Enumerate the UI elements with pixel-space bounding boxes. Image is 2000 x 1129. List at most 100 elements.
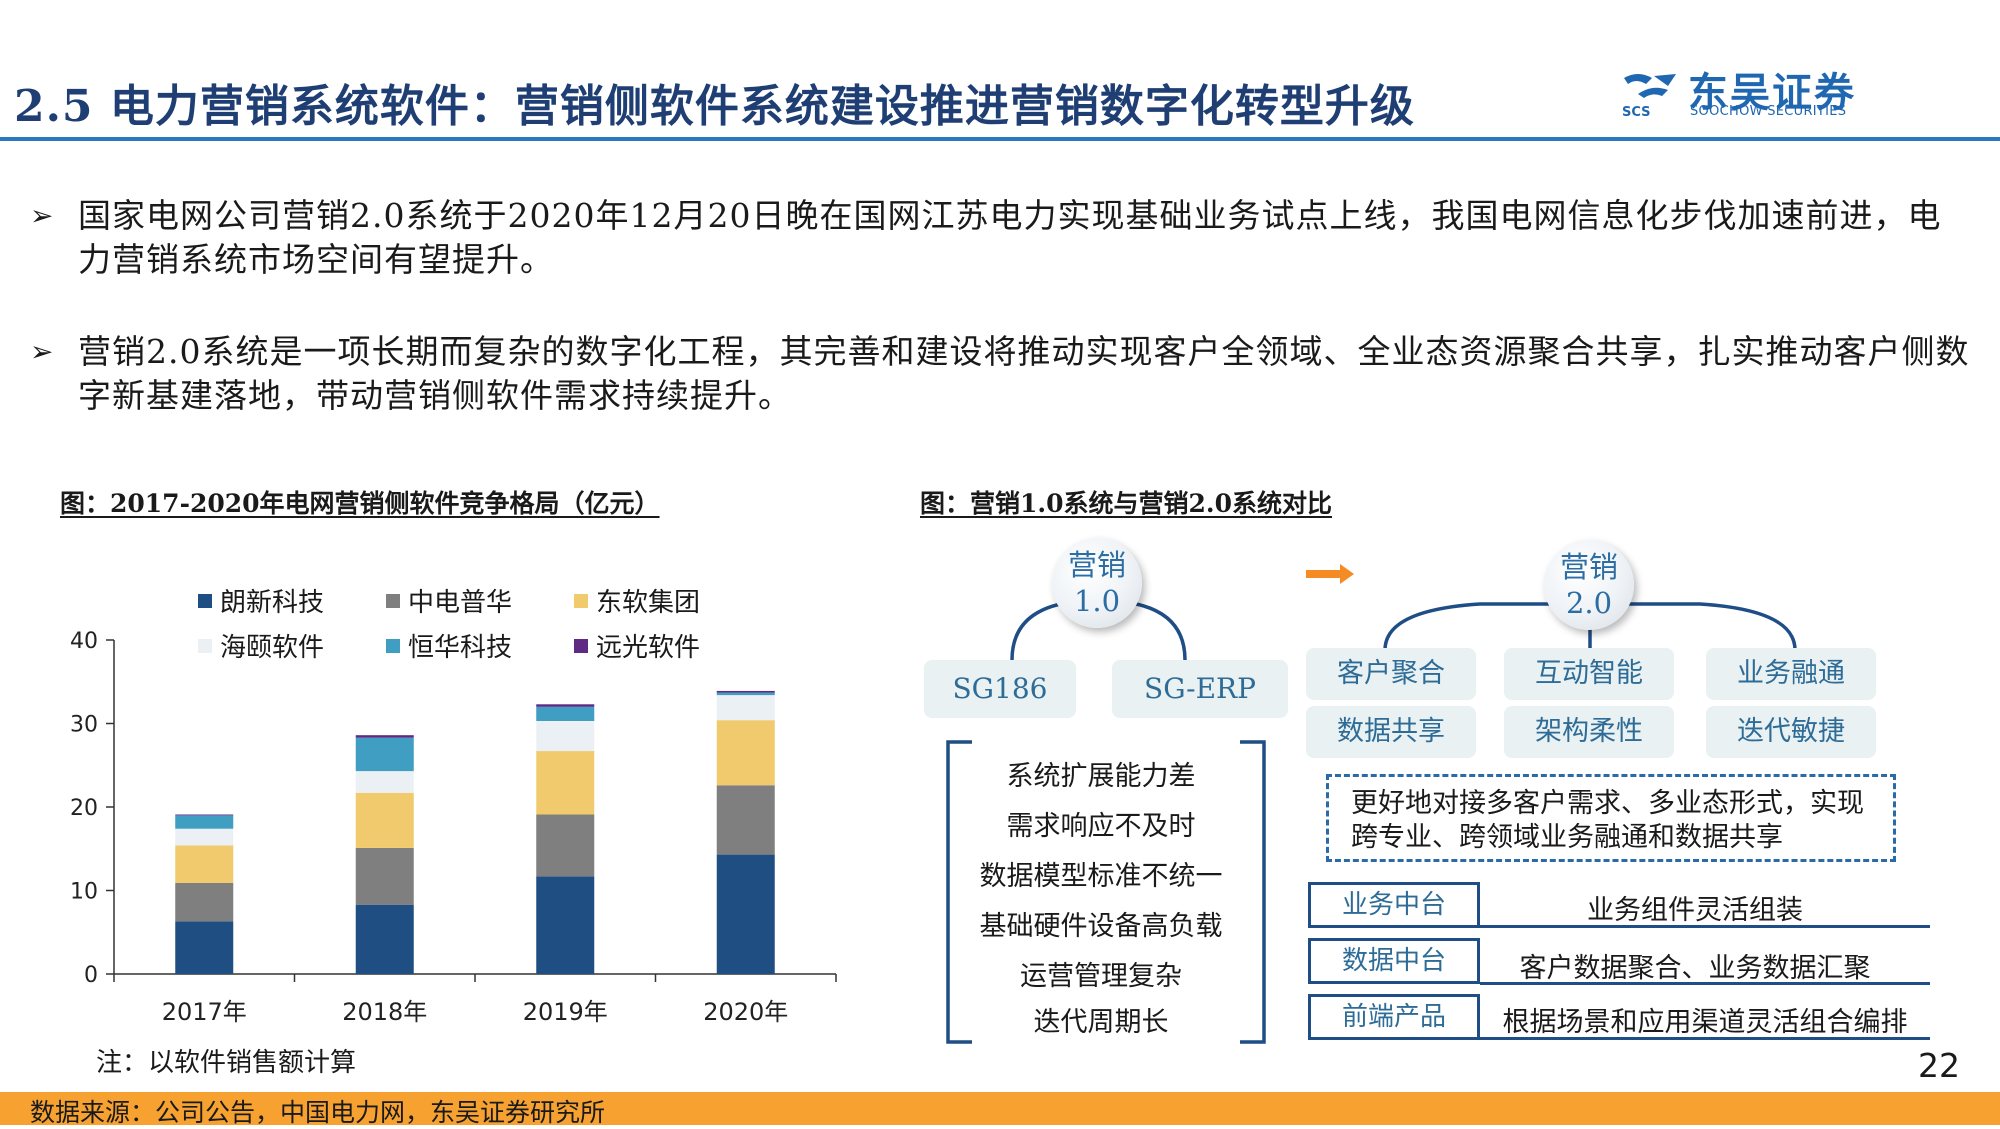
bar-segment	[716, 692, 775, 696]
source-note: 数据来源：公司公告，中国电力网，东吴证券研究所	[30, 1098, 606, 1127]
logo-mark-text: SCS	[1622, 105, 1651, 118]
bullet-point-2: ➢ 营销2.0系统是一项长期而复杂的数字化工程，其完善和建设将推动实现客户全领域…	[30, 330, 1970, 418]
footer-bar	[0, 1092, 2000, 1125]
bar-segment	[175, 828, 234, 846]
bar-segment	[175, 814, 234, 816]
x-tick-label: 2020年	[703, 998, 788, 1026]
legend-label: 海颐软件	[220, 633, 325, 663]
legend-item: 中电普华	[386, 582, 574, 619]
tier-label-data: 数据中台	[1308, 938, 1480, 984]
bar-segment	[716, 695, 775, 721]
bar-segment	[536, 751, 595, 815]
tier-divider	[1480, 982, 1930, 985]
bar-segment	[716, 690, 775, 693]
chart-legend: 朗新科技 中电普华 东软集团海颐软件 恒华科技 远光软件	[198, 582, 758, 664]
legend-item: 朗新科技	[198, 582, 386, 619]
bar-segment	[536, 876, 595, 974]
legend-swatch	[198, 594, 212, 608]
legend-item: 远光软件	[574, 627, 762, 664]
bar-segment	[716, 854, 775, 974]
bar-segment	[355, 737, 414, 772]
circle-label: 营销	[1067, 548, 1126, 582]
bullet-text: 国家电网公司营销2.0系统于2020年12月20日晚在国网江苏电力实现基础业务试…	[78, 196, 1942, 279]
tier-desc-data: 客户数据聚合、业务数据汇聚	[1519, 953, 1871, 984]
system-sg186: SG186	[924, 660, 1076, 718]
circle-label: 营销	[1559, 550, 1618, 584]
tier-desc-business: 业务组件灵活组装	[1587, 895, 1803, 926]
bar-segment	[355, 904, 414, 974]
bar-segment	[536, 704, 595, 707]
bar-segment	[536, 814, 595, 877]
bullet-text: 营销2.0系统是一项长期而复杂的数字化工程，其完善和建设将推动实现客户全领域、全…	[78, 332, 1970, 415]
v1-problem-list: 系统扩展能力差 需求响应不及时 数据模型标准不统一 基础硬件设备高负载 运营管理…	[940, 742, 1262, 1042]
stacked-bar-chart: 0 10 20 30 40 2017年 2018年 2019年 2020年	[70, 629, 837, 1026]
bar-segment	[175, 882, 234, 922]
legend-label: 中电普华	[408, 588, 513, 618]
diagram-connectors	[946, 600, 1797, 1044]
logo-text-en: SOOCHOW SECURITIES	[1690, 104, 1847, 119]
bar-segment	[355, 792, 414, 848]
legend-swatch	[574, 594, 588, 608]
legend-item: 恒华科技	[386, 627, 574, 664]
feature-pill: 客户聚合	[1306, 648, 1476, 700]
bar-segment	[716, 720, 775, 786]
legend-swatch	[198, 639, 212, 653]
bar-segment	[175, 845, 234, 883]
problem-item: 系统扩展能力差	[1006, 761, 1196, 792]
problem-item: 迭代周期长	[1033, 1007, 1169, 1038]
feature-pill: 迭代敏捷	[1706, 706, 1876, 758]
legend-swatch	[574, 639, 588, 653]
logo-mark-icon: SCS	[1622, 74, 1676, 118]
x-tick-label: 2018年	[342, 998, 427, 1026]
v2-summary-box: 更好地对接多客户需求、多业态形式，实现跨专业、跨领域业务融通和数据共享	[1326, 774, 1896, 862]
bar-segment	[355, 847, 414, 905]
bar-segment	[716, 785, 775, 855]
bullet-point-1: ➢ 国家电网公司营销2.0系统于2020年12月20日晚在国网江苏电力实现基础业…	[30, 194, 1970, 282]
feature-pill: 数据共享	[1306, 706, 1476, 758]
bar-segment	[536, 720, 595, 752]
legend-label: 朗新科技	[220, 588, 325, 618]
legend-item: 海颐软件	[198, 627, 386, 664]
marketing-1-0-circle: 营销 1.0	[1052, 538, 1142, 628]
y-tick-label: 0	[84, 963, 98, 988]
circle-version: 1.0	[1073, 584, 1121, 618]
problem-item: 数据模型标准不统一	[979, 861, 1223, 892]
system-sg-erp: SG-ERP	[1112, 660, 1288, 718]
company-logo: SCS 东吴证券 SOOCHOW SECURITIES	[1618, 66, 1900, 122]
marketing-2-0-circle: 营销 2.0	[1544, 540, 1634, 630]
feature-pill: 业务融通	[1706, 648, 1876, 700]
feature-pill: 互动智能	[1504, 648, 1674, 700]
page-title: 2.5 电力营销系统软件：营销侧软件系统建设推进营销数字化转型升级	[14, 81, 1415, 132]
legend-swatch	[386, 639, 400, 653]
bar-segment	[175, 815, 234, 829]
legend-item: 东软集团	[574, 582, 762, 619]
tier-divider	[1480, 1037, 1930, 1040]
problem-item: 基础硬件设备高负载	[979, 911, 1223, 942]
x-tick-label: 2017年	[162, 998, 247, 1026]
legend-label: 恒华科技	[408, 633, 513, 663]
page-number: 22	[1918, 1046, 1960, 1085]
bar-segment	[355, 735, 414, 738]
title-divider	[0, 137, 2000, 141]
tier-label-frontend: 前端产品	[1308, 994, 1480, 1040]
y-tick-label: 30	[70, 713, 98, 738]
circle-version: 2.0	[1565, 586, 1613, 620]
problem-item: 需求响应不及时	[1006, 811, 1196, 842]
legend-label: 远光软件	[596, 633, 701, 663]
tier-label-business: 业务中台	[1308, 882, 1480, 928]
bullet-arrow-icon: ➢	[30, 335, 54, 368]
x-tick-label: 2019年	[523, 998, 608, 1026]
y-tick-label: 10	[70, 880, 98, 905]
logo-text-cn: 东吴证券	[1688, 70, 1856, 116]
bullet-arrow-icon: ➢	[30, 199, 54, 232]
diagram-caption: 图：营销1.0系统与营销2.0系统对比	[920, 489, 1332, 518]
problem-item: 运营管理复杂	[1020, 961, 1182, 992]
bar-segment	[355, 771, 414, 793]
legend-label: 东软集团	[596, 588, 701, 618]
tier-desc-frontend: 根据场景和应用渠道灵活组合编排	[1502, 1007, 1908, 1038]
tier-divider	[1480, 925, 1930, 928]
chart-note: 注：以软件销售额计算	[96, 1048, 357, 1078]
bar-segment	[175, 921, 234, 974]
y-tick-label: 40	[70, 629, 98, 654]
bar-segment	[536, 706, 595, 721]
